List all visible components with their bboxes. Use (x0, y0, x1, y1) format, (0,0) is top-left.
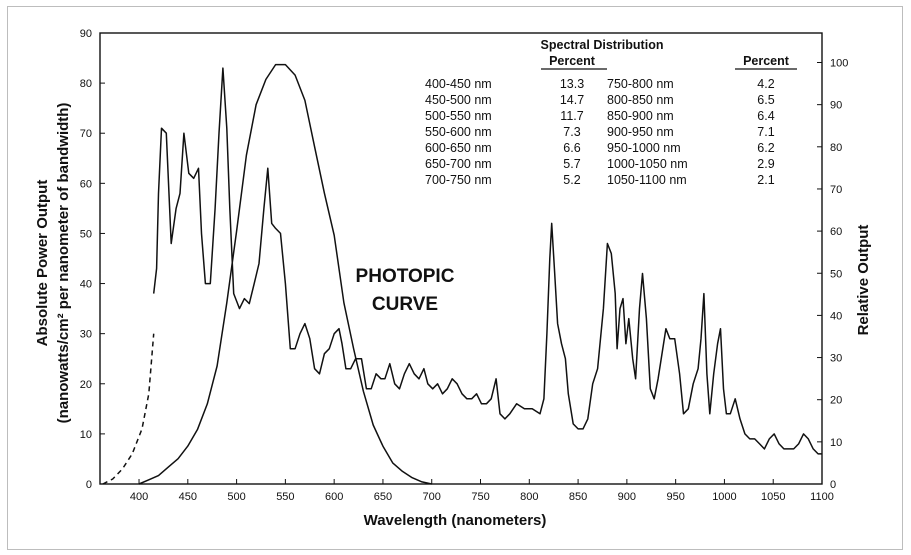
table-right-range: 850-900 nm (607, 109, 674, 123)
x-tick-label: 850 (569, 491, 587, 503)
x-tick-label: 750 (471, 491, 489, 503)
table-right-range: 1000-1050 nm (607, 157, 688, 171)
table-left-range: 600-650 nm (425, 141, 492, 155)
y2-tick-label: 20 (830, 395, 842, 407)
x-tick-label: 1100 (810, 491, 834, 503)
chart-ticks: 400 450 500 550 600 650 700 750 800 850 900 950 1000… (80, 28, 849, 503)
y-tick-label: 60 (80, 178, 92, 190)
y2-tick-label: 0 (830, 479, 836, 491)
y-tick-label: 90 (80, 28, 92, 40)
table-right-percent: 6.2 (757, 141, 774, 155)
table-right-range: 750-800 nm (607, 77, 674, 91)
y2-tick-label: 50 (830, 268, 842, 280)
table-right-percent: 6.5 (757, 93, 774, 107)
table-right-percent: 4.2 (757, 77, 774, 91)
y2-tick-label: 100 (830, 58, 848, 70)
table-left-percent: 7.3 (563, 125, 580, 139)
y2-tick-label: 80 (830, 142, 842, 154)
chart-axes (99, 32, 823, 485)
photopic-label-line2: CURVE (372, 294, 438, 315)
table-left-range: 550-600 nm (425, 125, 492, 139)
table-title: Spectral Distribution (541, 38, 664, 52)
x-tick-label: 450 (179, 491, 197, 503)
table-left-percent: 14.7 (560, 93, 584, 107)
chart-series (102, 63, 822, 485)
x-tick-label: 550 (276, 491, 294, 503)
y-tick-label: 30 (80, 329, 92, 341)
y2-tick-label: 90 (830, 100, 842, 112)
x-tick-label: 600 (325, 491, 343, 503)
x-tick-label: 650 (374, 491, 392, 503)
table-right-range: 900-950 nm (607, 125, 674, 139)
spectral-distribution-table: Spectral Distribution Percent Percent 40… (425, 38, 797, 187)
table-left-percent: 5.7 (563, 157, 580, 171)
table-left-range: 700-750 nm (425, 173, 492, 187)
table-right-range: 950-1000 nm (607, 141, 681, 155)
table-right-range: 1050-1100 nm (607, 173, 687, 187)
table-right-percent: 6.4 (757, 109, 774, 123)
output-extrapolated-dashed-line (102, 333, 155, 485)
y-axis-label-line2: (nanowatts/cm² per nanometer of bandwidt… (55, 103, 72, 424)
x-tick-label: 1000 (712, 491, 736, 503)
y-tick-label: 40 (80, 279, 92, 291)
x-tick-label: 1050 (761, 491, 785, 503)
y-tick-label: 80 (80, 78, 92, 90)
absolute-output-line (152, 67, 822, 455)
photopic-curve-line (138, 63, 432, 485)
y-tick-label: 0 (86, 479, 92, 491)
y-tick-label: 50 (80, 228, 92, 240)
table-right-percent: 7.1 (757, 125, 774, 139)
photopic-label-line1: PHOTOPIC (356, 266, 455, 287)
table-left-percent: 11.7 (560, 109, 583, 123)
y2-tick-label: 60 (830, 226, 842, 238)
table-left-percent: 6.6 (563, 141, 580, 155)
table-left-percent: 13.3 (560, 77, 584, 91)
table-left-range: 450-500 nm (425, 93, 492, 107)
table-right-range: 800-850 nm (607, 93, 674, 107)
y2-axis-label: Relative Output (855, 225, 872, 336)
y2-tick-label: 30 (830, 353, 842, 365)
table-percent-header-right: Percent (743, 54, 790, 68)
x-tick-label: 800 (520, 491, 538, 503)
y-tick-label: 10 (80, 429, 92, 441)
x-tick-label: 950 (666, 491, 684, 503)
table-rows: 400-450 nm 13.3 750-800 nm 4.2 450-500 nm 14.… (425, 77, 775, 187)
y2-tick-label: 40 (830, 310, 842, 322)
figure-frame (7, 6, 903, 550)
y-tick-label: 20 (80, 379, 92, 391)
y-axis-label: Absolute Power Output (34, 180, 51, 347)
x-tick-label: 700 (423, 491, 441, 503)
x-tick-label: 900 (618, 491, 636, 503)
y2-tick-label: 70 (830, 184, 842, 196)
table-right-percent: 2.1 (757, 173, 774, 187)
y-tick-label: 70 (80, 128, 92, 140)
plot-border (99, 32, 823, 485)
x-tick-label: 400 (130, 491, 148, 503)
table-left-range: 650-700 nm (425, 157, 492, 171)
y2-tick-label: 10 (830, 437, 842, 449)
x-axis-label: Wavelength (nanometers) (364, 512, 547, 529)
table-left-range: 400-450 nm (425, 77, 492, 91)
table-right-percent: 2.9 (757, 157, 774, 171)
table-left-percent: 5.2 (563, 173, 580, 187)
x-tick-label: 500 (227, 491, 245, 503)
table-left-range: 500-550 nm (425, 109, 492, 123)
table-percent-header-left: Percent (549, 54, 596, 68)
